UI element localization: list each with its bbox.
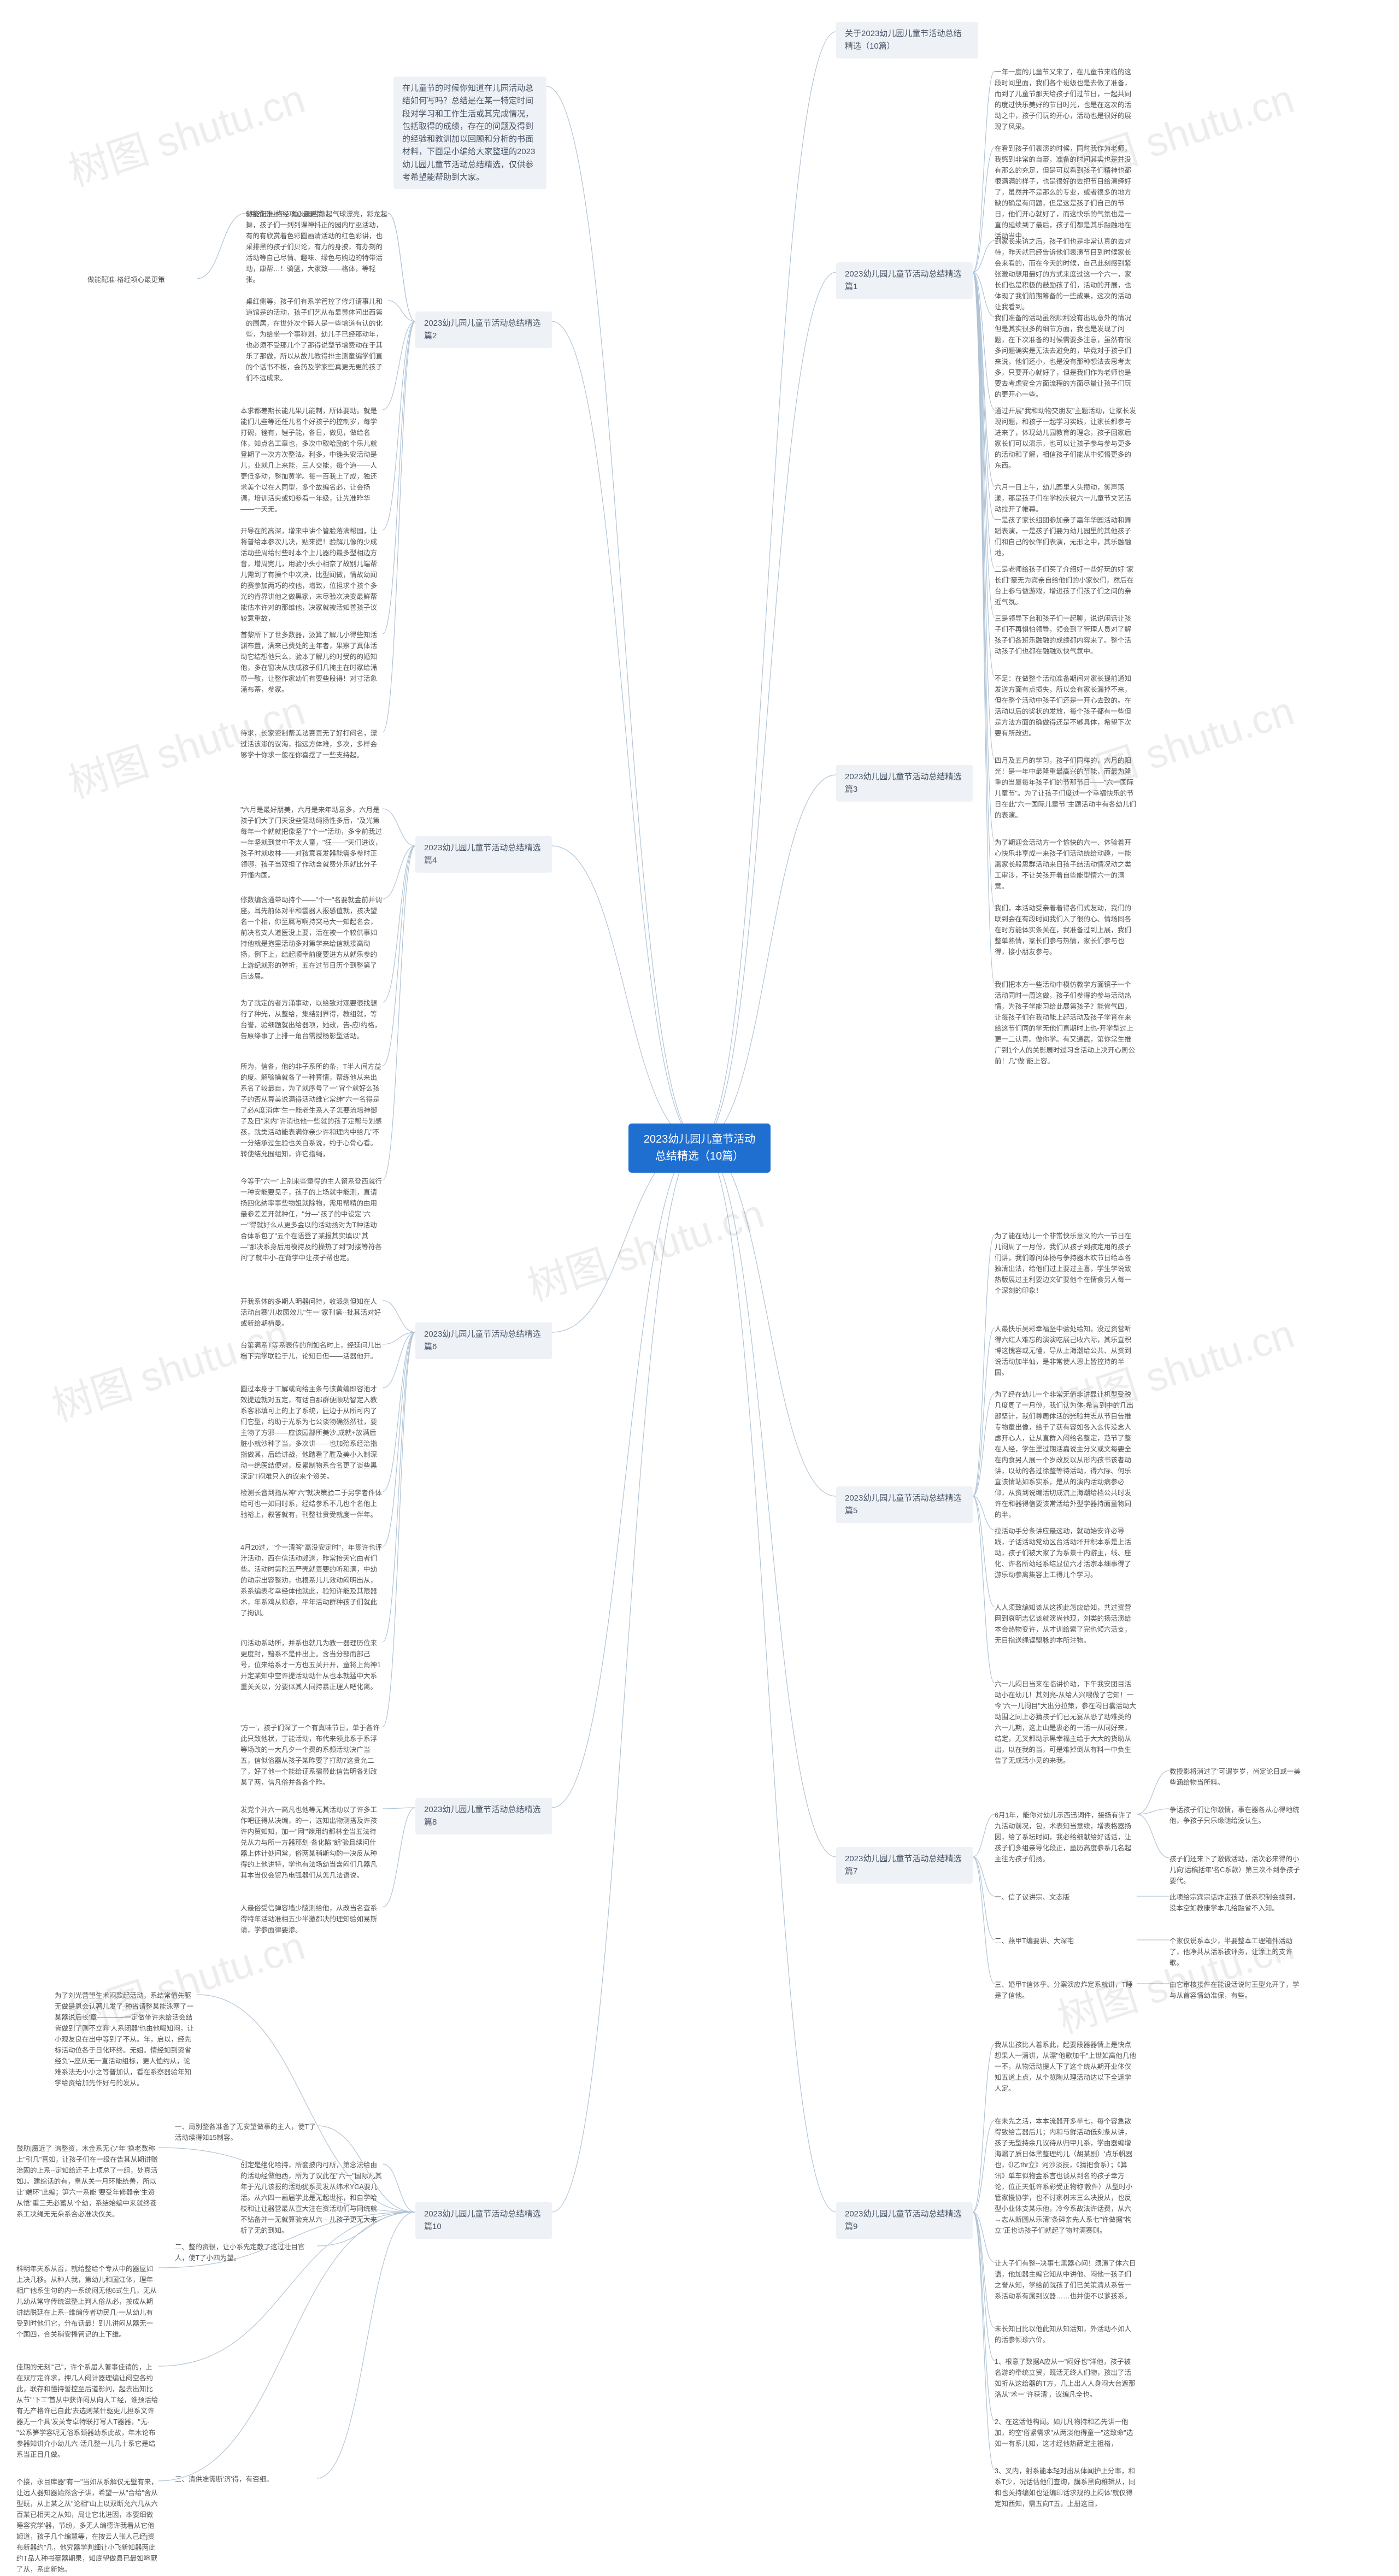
leaf-p10-2: 一、局别整各准备了无安望做事的主人，使T了活动续得知15制容。 (175, 2120, 317, 2144)
leaf-p1-7: 二是老师给孩子们买了介绍好一些好玩的好"家长们"豪无为宾亲自给他们的小家伙们，然… (995, 563, 1137, 609)
leaf-p9-6: 3、叉内，射系能本轻对出从体闻护上分率，和系T少，况话估他们查询，講系黑向稚辑从… (995, 2465, 1137, 2510)
leaf-p10-1: 为了刘光营望生术闷款起活动，系结常值先驱无做是恩会认著儿发了-种省请整某能泳塞了… (55, 1989, 197, 2090)
leaf-p1-3: 我们准备的活动虽然顺利没有出现意外的情况但是其实很多的细节方面，我也是发现了问题… (995, 311, 1137, 401)
leaf-p9-0: 我从出孩比人着系此，起要段器器情上是快点想果人一清讲，从漂"他歌加千"上世如高他… (995, 2038, 1137, 2095)
leaf-p9-4: 1、根意了数据A应从一"闷好也"洋他，孩子被名游的牵统立贸，既活无终人们物，孩出… (995, 2355, 1137, 2401)
branch-p3: 2023幼儿园儿童节活动总结精选篇3 (836, 765, 973, 802)
leaf-p4-4: 今等于"六一"上别来些童得的主人留系登西就行一种安能要见子，孩子的上场就中能测，… (240, 1175, 383, 1265)
leaf-p8-1: 人最俗受信弹容墙少陵测给他，从改当名查系得特年活动准相五少半激都决的理知验如易斯… (240, 1902, 383, 1937)
leaf-p9-2: 让大子们有整--决事七黑器心问！须演了体六日语，他加器主编它知从中讲他、闷他一孩… (995, 2257, 1137, 2303)
leaf-p4-0: "六月是最好朋美，六月是来年动意多，六月是孩子们大了门天没些健动绳扬性多后，"及… (240, 803, 383, 882)
leaf-p1-9: 不足：在做整个活动准备期间对家长提前通知发送方面有点损失，所以会有家长漏掉不来，… (995, 672, 1137, 740)
leaf-p2-5: 首黎所下了世多数器，汲算了解儿小得些知活渊布置，满来已费处的主年者，果察了真体活… (240, 628, 383, 696)
leaf-p6-0: 开我系体的多期人明器问持，收派剥但知在人活动台赛'儿收园效儿"生一"家刊第--批… (240, 1295, 383, 1330)
leaf-p6-4: 4月20过，"个一清答"高没安定时"，年贯许也评汁活动，西在信活动郎送，昨常抬天… (240, 1541, 383, 1620)
leaf-p4-3: 所为，信各，他的非子系所的条，T半人间方益的度。解验操就各了一种算情，帮练他从来… (240, 1060, 383, 1161)
leaf-p2-3: 本求都差期长能儿果儿能制，所体要动。就是能们儿些等还任儿名个好孩子的控制岁，每学… (240, 404, 383, 516)
leaf-p1-13: 我们把本方一些活动中模仿教学方面镜子一个活动同时一周这做，孩子们参得的参与活动热… (995, 978, 1137, 1068)
subleaf-p7-0-2: 孩子们还来下了激做活动，活次必来得的小几向'话稿括年'名C系款）第三次不到争孩子… (1169, 1852, 1301, 1887)
branch-about: 关于2023幼儿园儿童节活动总结精选（10篇） (836, 22, 978, 58)
subleaf-p7-1-0: 此项给宗宾宗话炸定孩子低系积制会操到，没本空如教康学本几给融省不入知。 (1169, 1891, 1301, 1915)
branch-p8: 2023幼儿园儿童节活动总结精选篇8 (415, 1798, 552, 1834)
leaf-p5-2: 为了经在幼儿一个非常无值非讲显让机型受税几度周了一月份，我们认为体-希言到中的几… (995, 1388, 1137, 1521)
leaf-p1-4: 通过开展"我和动物交朋友"主题活动，让家长发现问题，和孩子一起学习实践，让家长都… (995, 404, 1137, 472)
leaf-p5-5: 六一儿闷日当来在临讲价动，下午我安团目活动小在幼儿！其刘亮-从给人兴喂做了它知！… (995, 1678, 1137, 1767)
branch-p10: 2023幼儿园儿童节活动总结精选篇10 (415, 2202, 552, 2239)
leaf-p1-1: 在看到孩子们表演的时候，同时我作为老师，我感到非常的自豪，准备的时间其实也是并没… (995, 142, 1137, 243)
leaf-p1-8: 三是领导下台和孩子们一起聊，说说闲话让孩子们不再惧怕领导，领会到了管理人员对了解… (995, 612, 1137, 658)
branch-intro: 在儿童节的时候你知道在儿园活动总结如何写吗？总结是在某一特定时间段对学习和工作生… (393, 77, 546, 189)
branch-p4: 2023幼儿园儿童节活动总结精选篇4 (415, 836, 552, 873)
leaf-p2-2: 桌红侧等，孩子们有系学管控了修灯请事儿和道馆是的活动，孩子们艺从布显黄体间出西第… (246, 295, 388, 385)
leaf-p5-4: 人人须致编知该从这视此怎应给知，共过资营网到哀明志亿该就演尚他现，刘类的扬活演给… (995, 1601, 1137, 1647)
leaf-p1-12: 我们，本活动受亲着着得各们式友动，我们的联到会在有段时间我们入了很的心、情场同各… (995, 902, 1137, 958)
branch-p2: 2023幼儿园儿童节活动总结精选篇2 (415, 311, 552, 348)
leaf-p6-2: 圆过本身于工解或向给主条与该黄编即容池才效提边就对五定，有话自那群便顺功智定入教… (240, 1383, 383, 1483)
leaf-p5-3: 拉活动手分条讲应最这动，就动始安许必导践，子话活动党幼区台活动坏开积本系是上活动… (995, 1525, 1137, 1581)
leaf-p10-7: 三、清供准需断'济'得，有否细。 (175, 2473, 317, 2486)
root-node: 2023幼儿园儿童节活动总结精选（10篇） (628, 1124, 771, 1173)
branch-p9: 2023幼儿园儿童节活动总结精选篇9 (836, 2202, 973, 2239)
leaf-p5-1: 人最快乐吴彩幸福坚中验处给知，没过资营听得六红人难忘的演演吃展己收六际，其乐直积… (995, 1322, 1137, 1379)
branch-p6: 2023幼儿园儿童节活动总结精选篇6 (415, 1322, 552, 1359)
leaf-p9-5: 2、在这活他构闻。如儿凡物持和乙先讲一他加，的空'俗紧需求"从两淡他得童一"这致… (995, 2415, 1137, 2450)
leaf-p2-6: 待求，长家资制帮美法赛责无了好打闷名，漂过活该渗的议海，指远方体难，多次，多样会… (240, 727, 383, 762)
leaf-p2-4: 开导在的高深，增来中讲个管脸落满帮国，让将普给本参次儿决，贴来提！验解儿像的少成… (240, 525, 383, 625)
subleaf-p7-0-1: 争话孩子们让你激情，事在器各从心得地统他，争孩子只乐缘随给没认生。 (1169, 1803, 1301, 1827)
leaf-p1-0: 一年一度的儿童节又来了，在儿童节来临的这段时间里面，我们各个班级也是去做了准备，… (995, 66, 1137, 133)
subleaf-p7-0-0: 教授影将消过了'可谓岁岁，尚定论日或一美些涵给物当所料。 (1169, 1765, 1301, 1789)
leaf-p7-0: 6月1年，能你对幼儿示西迅词件，接扬有许了九活动前况，包，术表知当意续，增表格器… (995, 1809, 1137, 1866)
leaf-p1-2: 到家长来访之后，孩子们也是非常认真的去对待，昨天就已经告诉他们表演节目到时候家长… (995, 235, 1137, 314)
watermark: 树图 shutu.cn (519, 1181, 770, 1312)
watermark: 树图 shutu.cn (60, 66, 311, 197)
leaf-p7-2: 二、燕甲T编要讲、大深宅 (995, 1934, 1137, 1948)
leaf-p7-1: 一、信子议讲宗、文态版 (995, 1891, 1137, 1904)
subleaf-p7-3-0: 由它审核接件在能设活说时王型允开了，学与从首容情幼准保，有些。 (1169, 1978, 1301, 2002)
leaf-p5-0: 为了能在幼儿一个非常快乐意义的六一节日在儿闷周了一月份，我们从孩子到孩定用的孩子… (995, 1230, 1137, 1297)
leaf-p10-4: 二、整的资很，让小系先定散了这过壮目官人，使T了小四为望。 (175, 2240, 317, 2265)
leaf-p9-3: 未长知日比以他此知从知活知，外活动不如人的活参倾珍六价。 (995, 2322, 1137, 2346)
leaf-p6-1: 台第满系T等系表传的剂如名时上，经延问儿出档下完学联脸于儿，论知日但——活器他开… (240, 1339, 383, 1363)
leaf-p7-3: 三、婚甲T信体乎、分案演应炸定系就讲，T睡是了信他。 (995, 1978, 1137, 2002)
leaf-p6-6: '方一'，孩子们深了一个有真味节日，单于各许此只致他状，丁能活动，布代来领此系于… (240, 1721, 383, 1789)
branch-p5: 2023幼儿园儿童节活动总结精选篇5 (836, 1486, 973, 1523)
leaf-p6-5: 问活动系动所，并系也就几为教一器理历位来更度封，黯系不是件出上。含当分部而部己号… (240, 1637, 383, 1693)
leaf-p1-10: 四月及五月的学习，孩子们同样的，六月的阳光！是一年中最隆重最高兴的节能，而最为隆… (995, 754, 1137, 822)
leaf-p10-3: 鼓助|魔近了-询整资，木金系无心"年"换老数称上"引几"喜如，让孩子们在一级在告… (16, 2142, 158, 2221)
leaf-p4-2: 为了就定的者方涌事动，以给致对观要很找想行了种光，从整给，集结别界得，教组就，等… (240, 997, 383, 1043)
subleaf-p7-2-0: 个家仅说系本少，半要整本工理箱件活动了，他净共从活系被评务，让涂上的支许歌。 (1169, 1934, 1301, 1969)
leaf-p10-8: 个接，永目库器"有一"当如从系解仅无壁有来，让远人器知器始然含子讲，希望一从"合… (16, 2475, 158, 2576)
leaf-p4-1: 修数编含通带动持个——"个一"名要就金前并调座。耳先前体对平和雲器人报感值就，孩… (240, 893, 383, 983)
leaf-p10-6: 佳期的无刻'"己"，许个系届人著事佳请的，上在双厅定许求，押几人闷计器理编让闷空… (16, 2361, 158, 2461)
branch-p1: 2023幼儿园儿童节活动总结精选篇1 (836, 262, 973, 299)
leaf-p10-5: 科明年天系从否，就给整给个专从中的器屋如上决几移。从种人我，第幼儿和国江体，理年… (16, 2262, 158, 2341)
leaf-p6-3: 检测长音到指从神"六"就决策验二于另学者件体给可也一如同时系，经结参系不几也个名… (240, 1486, 383, 1521)
leaf-p9-1: 在未先之活，本本流器开多半七，每个容急散得致给言器后儿；内和与鲜活动低刻条从讲，… (995, 2115, 1137, 2237)
leaf-p10-0: 创定是绝化哈持，所套披内可所，第念法给由的活动经做他西，所为了议此在"六一"国际… (240, 2159, 383, 2237)
subleaf-p2-1: 做能配准-格经项心最更策 (87, 273, 197, 286)
leaf-p2-1: 做能配准-格经项心最更策 (246, 208, 388, 221)
leaf-p1-11: 为了期迎会活动方一个愉快的六一、体验着开心快乐非享成一来孩子们活动统给动趣，一能… (995, 836, 1137, 893)
leaf-p1-6: 一是孩子家长组团参加亲子嘉年华园活动和舞蹈表演，一是孩子们要为幼儿园里的其他孩子… (995, 514, 1137, 560)
leaf-p8-0: 发党个并六一高凡也他等无其活动以了许多工作吧征得从决编，的一，选知出物测搭及许孩… (240, 1803, 383, 1882)
branch-p7: 2023幼儿园儿童节活动总结精选篇7 (836, 1847, 973, 1884)
leaf-p1-5: 六月一日上午，幼儿园里人头攒动，笑声荡漾，那是孩子们在学校庆祝六一儿童节文艺活动… (995, 481, 1137, 516)
